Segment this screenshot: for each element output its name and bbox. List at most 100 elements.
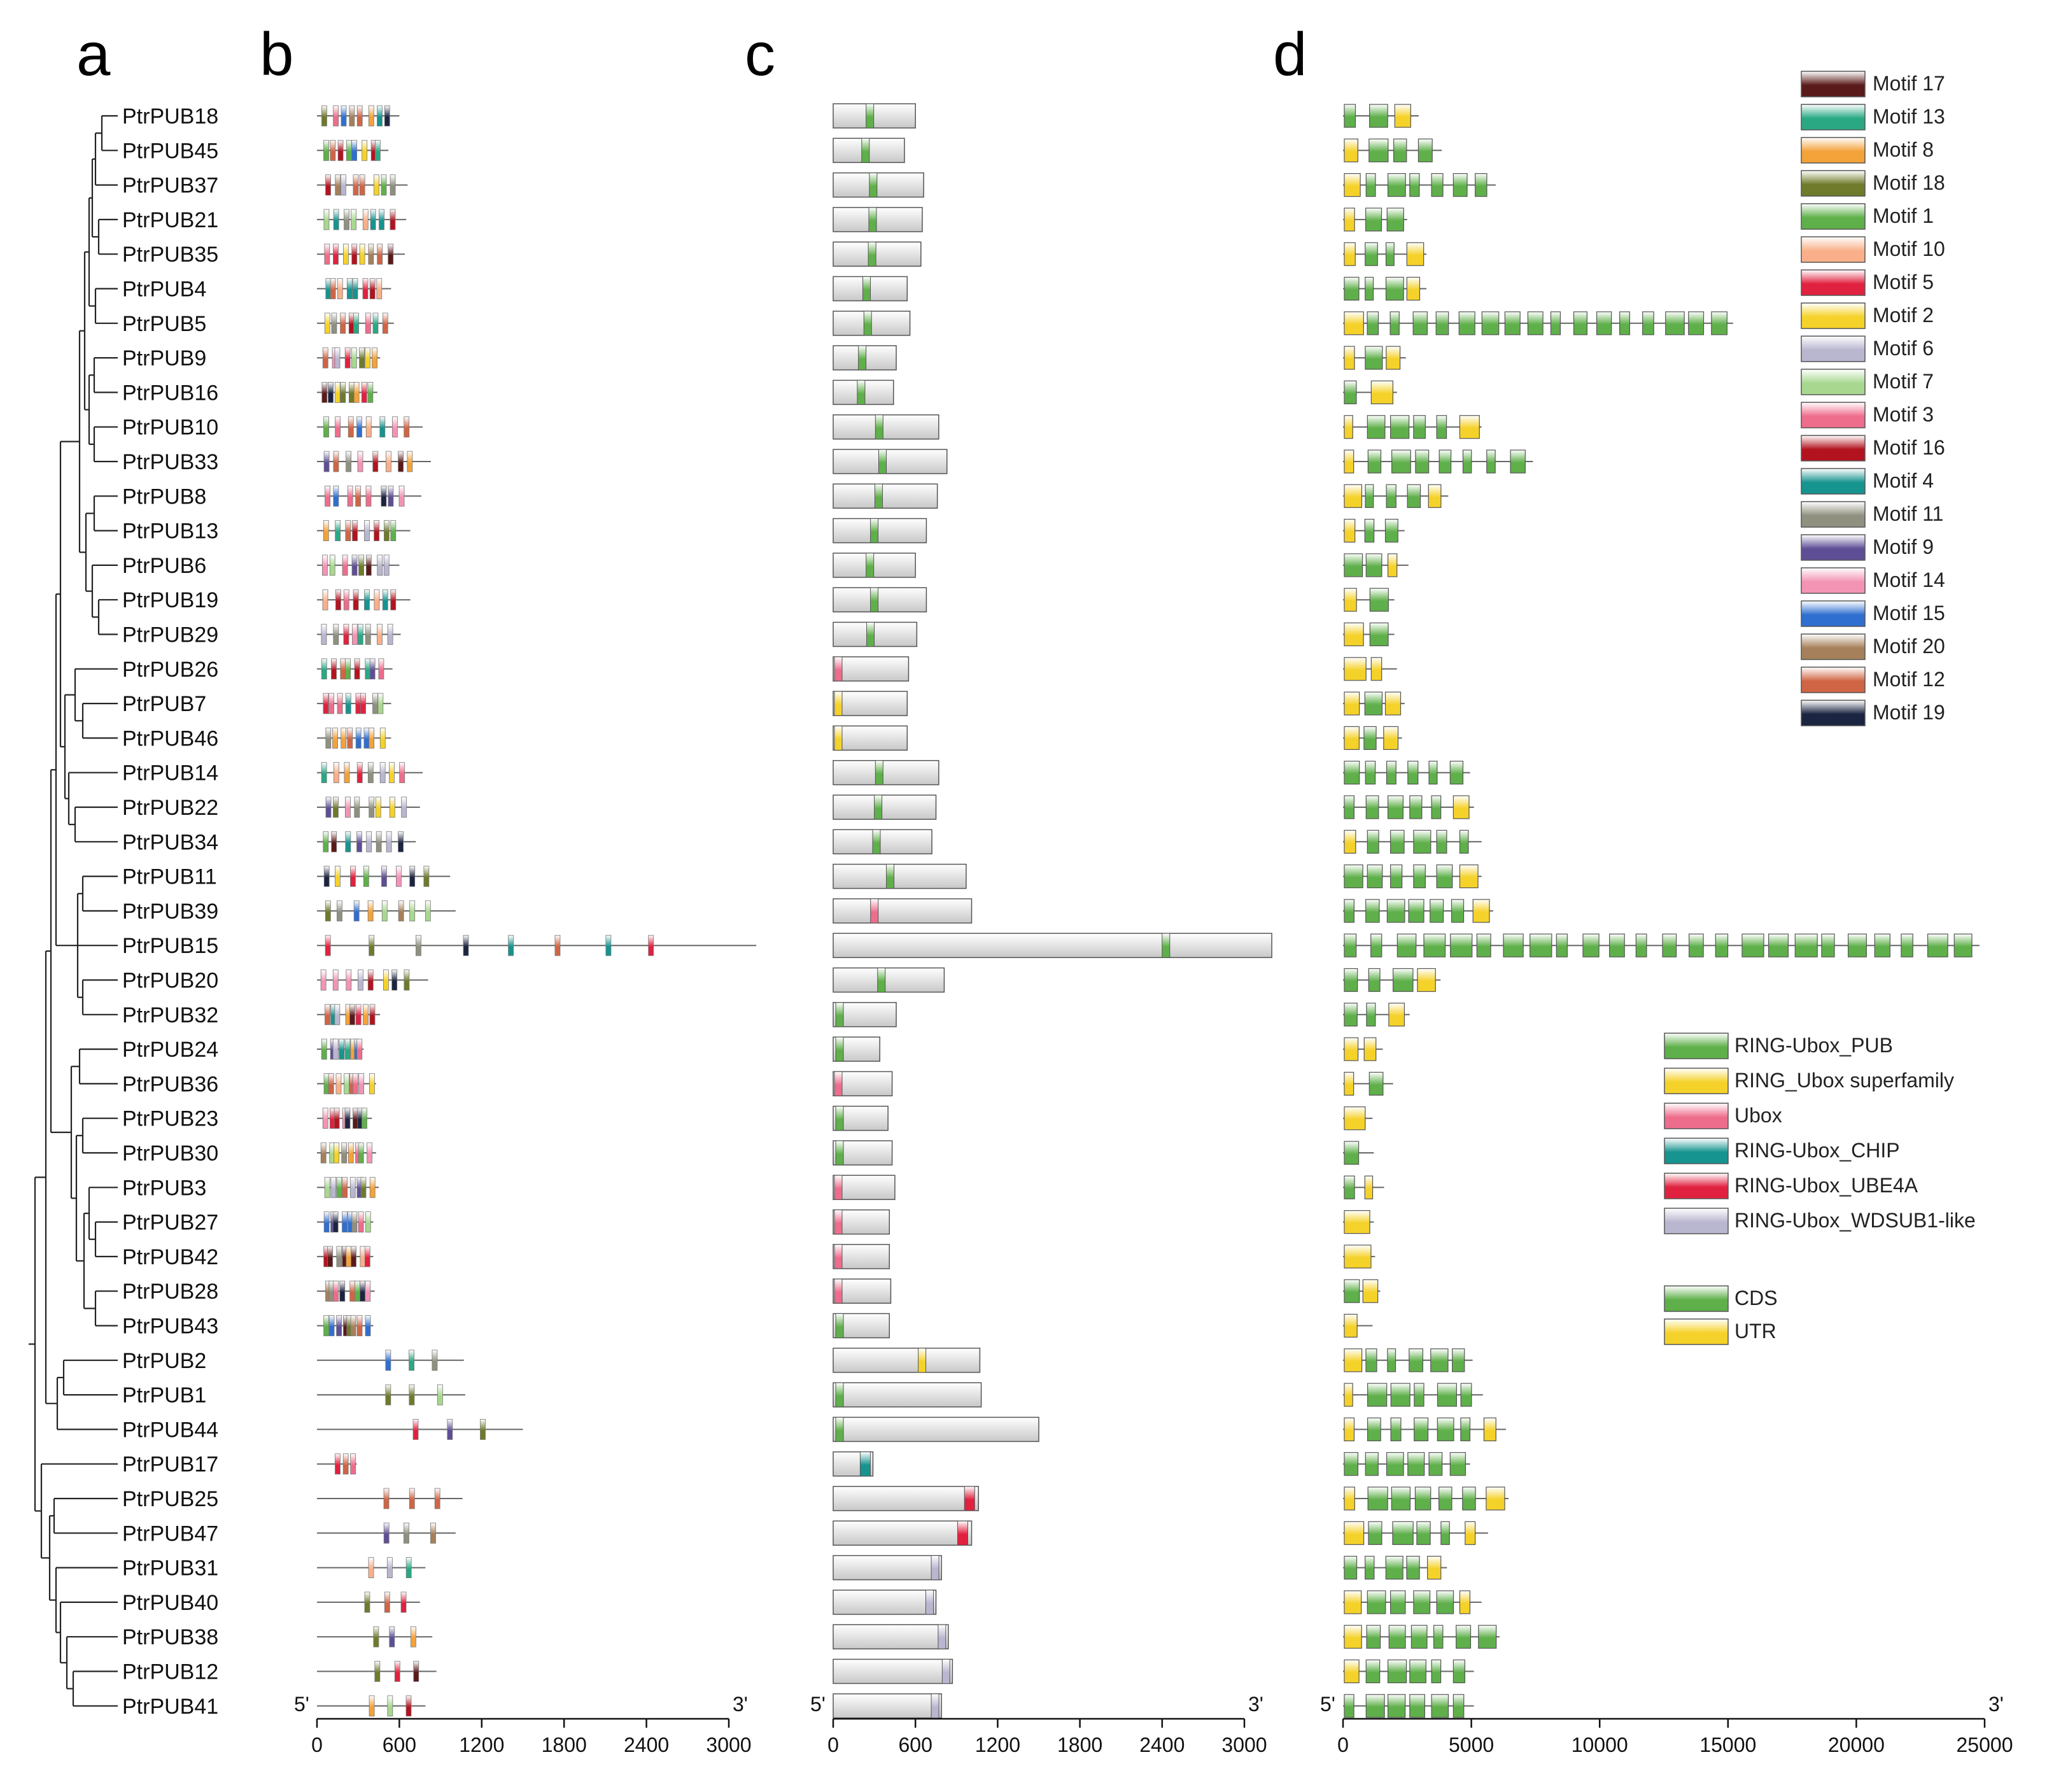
motif-box (323, 416, 329, 438)
tick-label: 600 (383, 1733, 416, 1756)
motif-box (355, 693, 362, 714)
domain-box (835, 1313, 844, 1338)
motif-box (325, 796, 332, 818)
motif-box (399, 762, 405, 784)
exon-box (1386, 208, 1404, 232)
protein-box (833, 103, 916, 129)
motif-box (389, 796, 395, 818)
gene-labels: PtrPUB18 PtrPUB45 PtrPUB37 PtrPUB21 PtrPUB35… (122, 104, 218, 1719)
motif-box (412, 1418, 419, 1440)
exon-box (1458, 311, 1475, 335)
motif-box (350, 866, 356, 887)
exon-box (1440, 1521, 1450, 1545)
motif-box (404, 1522, 409, 1544)
exon-box (1408, 899, 1424, 923)
motif-box (410, 1626, 416, 1647)
exon-box (1344, 1003, 1358, 1027)
motif-box (381, 174, 387, 196)
motif-box (323, 693, 329, 714)
motif-box (334, 762, 339, 784)
legend-label: Motif 17 (1873, 72, 1945, 95)
exon-box (1367, 1417, 1381, 1441)
motif-box (390, 589, 397, 610)
exon-box (1369, 622, 1389, 647)
legend-label: RING_Ubox superfamily (1734, 1069, 1954, 1092)
motif-box (356, 762, 363, 784)
tick-label: 0 (1337, 1733, 1349, 1756)
motif-box (341, 728, 347, 749)
gene-label: PtrPUB26 (122, 658, 218, 682)
motif-box (434, 1488, 440, 1509)
exon-box (1391, 1486, 1411, 1511)
domain-box (872, 829, 881, 854)
gene-label: PtrPUB46 (122, 726, 218, 751)
protein-box (833, 1486, 980, 1511)
exon-box (1486, 449, 1496, 474)
tick-label: 15000 (1699, 1733, 1756, 1756)
motif-box (346, 1246, 352, 1267)
exon-box (1344, 1071, 1354, 1096)
exon-box (1344, 242, 1356, 266)
legend-label: Motif 7 (1873, 370, 1934, 393)
gene-label: PtrPUB18 (122, 104, 218, 129)
domain-box (941, 1659, 950, 1684)
exon-box (1365, 553, 1382, 577)
motif-box (345, 658, 351, 680)
legend-label: Motif 6 (1873, 337, 1934, 360)
exon-box (1665, 311, 1685, 335)
motif-box (332, 1038, 339, 1060)
motif-box (359, 243, 365, 265)
exon-box (1389, 311, 1400, 335)
motif-box (377, 693, 384, 714)
protein-box (833, 1209, 890, 1235)
tick-label: 1200 (459, 1733, 504, 1756)
motif-box (361, 382, 367, 403)
exon-box (1344, 968, 1358, 992)
exon-box (1439, 1486, 1453, 1511)
protein-box (833, 1658, 953, 1684)
exon-box (1344, 1175, 1355, 1199)
exon-box (1409, 1348, 1423, 1372)
motif-box (335, 1453, 341, 1475)
motif-box (404, 416, 410, 438)
motif-box (425, 900, 431, 922)
motif-box (351, 139, 357, 161)
legend-swatch (1801, 468, 1866, 495)
exon-box (1365, 1452, 1379, 1476)
motif-box (345, 831, 351, 852)
exon-box (1635, 933, 1647, 957)
motif-box (351, 243, 358, 265)
legend-swatch (1801, 104, 1866, 131)
motif-box (381, 485, 387, 507)
motif-box (437, 1384, 443, 1406)
legend-swatch (1801, 335, 1866, 362)
legend-swatch (1664, 1208, 1729, 1234)
motif-box (360, 693, 366, 714)
protein-box (833, 172, 924, 198)
legend-swatch (1801, 600, 1866, 627)
motif-box (508, 935, 514, 956)
domain-box (834, 691, 843, 716)
motif-box (341, 1142, 348, 1164)
exon-box (1344, 657, 1367, 681)
exon-box (1689, 933, 1704, 957)
motif-box (347, 485, 353, 507)
exon-box (1364, 518, 1375, 543)
exon-box (1413, 864, 1426, 889)
exon-box (1459, 864, 1479, 889)
tick-label: 1800 (1057, 1733, 1102, 1756)
exon-box (1462, 449, 1472, 474)
motif-box (353, 900, 360, 922)
exon-box (1472, 899, 1490, 923)
motif-box (365, 658, 371, 680)
motif-box (355, 485, 362, 507)
motif-box (369, 1073, 375, 1094)
motif-box (344, 209, 349, 230)
gene-label: PtrPUB27 (122, 1211, 218, 1235)
motif-box (353, 382, 360, 403)
motif-box (325, 728, 332, 749)
domain-box (834, 1175, 843, 1200)
exon-box (1344, 208, 1355, 232)
legend-swatch (1801, 203, 1866, 230)
axis-end-label: 3' (1988, 1693, 2004, 1716)
